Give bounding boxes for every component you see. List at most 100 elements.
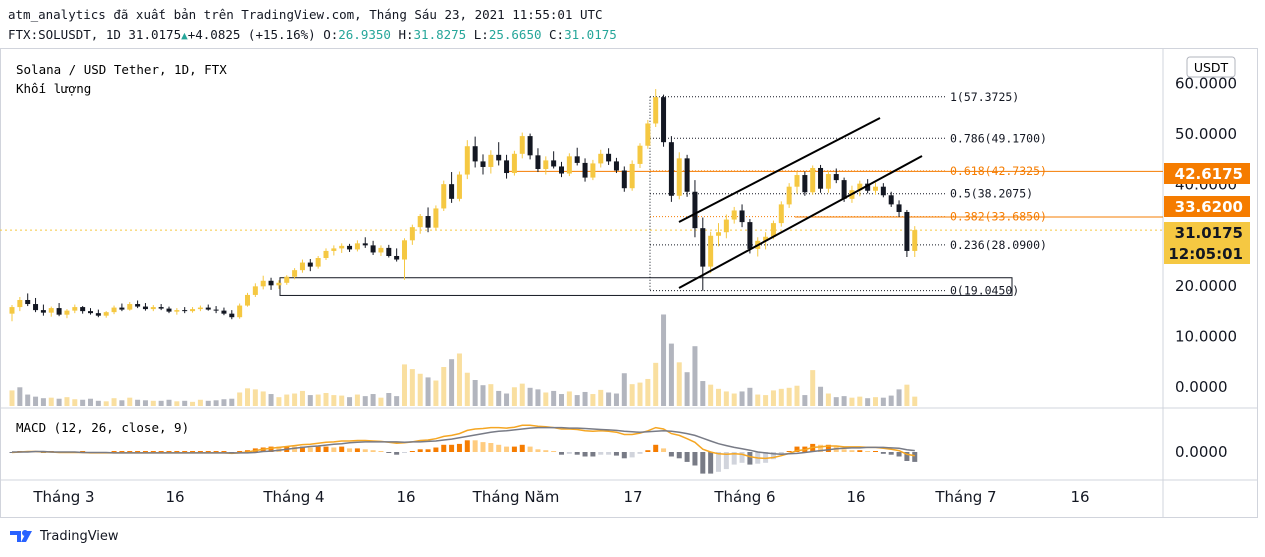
price-label-level: 33.6200 [1164, 196, 1250, 217]
macd-histogram-bar [488, 443, 494, 452]
candle [158, 304, 164, 311]
macd-histogram-bar [417, 449, 423, 452]
candle-body [621, 170, 627, 189]
macd-histogram-bar [370, 450, 376, 452]
candle [904, 209, 910, 258]
candle-body [606, 153, 612, 162]
candle [402, 238, 407, 280]
legend-macd: MACD (12, 26, close, 9) [16, 420, 189, 435]
volume-bar [708, 384, 714, 406]
fibonacci-retracement[interactable]: 1(57.3725) 0.786(49.1700) 0.618(42.7325) 0.… [649, 90, 1047, 298]
candle [370, 240, 376, 255]
candle [810, 165, 816, 195]
macd-histogram-bar [566, 452, 572, 454]
candle-body [527, 136, 533, 156]
volume-bar [668, 343, 674, 406]
candle-body [80, 307, 86, 312]
macd-histogram-bar [213, 451, 219, 452]
candle [331, 245, 337, 256]
macd-histogram-bar [142, 451, 148, 452]
volume-bar [111, 398, 117, 406]
candle-body [865, 183, 871, 191]
macd-histogram-bar [354, 448, 360, 452]
candle [197, 305, 203, 312]
macd-histogram-bar [378, 451, 384, 452]
volume-bar [17, 387, 23, 406]
macd-histogram-bar [598, 452, 604, 455]
candle-body [873, 186, 878, 191]
volume-bar [786, 387, 792, 406]
candle [511, 150, 517, 176]
candle [72, 304, 78, 314]
time-axis[interactable]: Tháng 3 16 Tháng 4 16 Tháng Năm 17 Tháng 6 16 Th… [32, 488, 1089, 506]
macd-histogram-bar [731, 452, 737, 465]
macd-histogram-bar [433, 447, 439, 452]
macd-histogram-bar [276, 446, 282, 452]
volume-bar [72, 399, 78, 406]
horizontal-levels[interactable] [0, 170, 1163, 296]
candle [629, 160, 635, 191]
time-tick-label: Tháng 4 [262, 488, 324, 506]
candle [637, 143, 643, 168]
trend-channel[interactable] [678, 117, 923, 289]
candle [315, 255, 321, 269]
candle [292, 268, 298, 280]
candle-body [833, 174, 839, 181]
candle-body [519, 136, 525, 154]
candle [64, 309, 70, 319]
macd-histogram-bar [590, 452, 596, 457]
volume-bar [535, 389, 541, 406]
volume-bar [252, 389, 258, 406]
volume-bar [621, 373, 627, 406]
volume-bar [770, 390, 776, 406]
macd-histogram-bar [621, 452, 627, 459]
candle-body [566, 156, 572, 174]
macd-histogram-bar [794, 446, 800, 452]
candle-body [480, 161, 486, 167]
macd-histogram-bar [456, 443, 462, 452]
candle-body [825, 174, 831, 189]
candle [166, 306, 172, 314]
candle [857, 180, 863, 197]
volume-bar [865, 398, 871, 406]
price-axis[interactable]: 60.000050.000040.000030.000020.000010.00… [1164, 75, 1250, 461]
volume-bar [747, 387, 753, 406]
candle-body [590, 163, 596, 178]
volume-bar [260, 391, 266, 406]
macd-histogram-bar [629, 452, 635, 458]
macd-histogram-bar [559, 452, 564, 455]
macd-histogram-bar [190, 451, 196, 452]
volume-bar [213, 400, 219, 406]
candle-body [190, 309, 196, 312]
macd-histogram-bar [299, 446, 305, 452]
volume-bar [354, 394, 360, 406]
candle-body [25, 299, 31, 305]
candle-body [802, 175, 808, 193]
candle-body [896, 204, 902, 212]
tradingview-logo[interactable]: TradingView [8, 528, 119, 544]
volume-bar [496, 390, 502, 406]
macd-histogram-bar [692, 452, 698, 466]
candle-body [354, 243, 360, 250]
macd-histogram-bar [661, 448, 667, 452]
candle-body [449, 184, 455, 199]
volume-bar [339, 395, 345, 406]
candle [747, 219, 753, 254]
volume-bar [449, 359, 455, 406]
candle-body [770, 223, 776, 237]
volume-bar [103, 401, 109, 406]
candle-body [33, 304, 39, 311]
volume-bar [205, 400, 211, 406]
candle [543, 156, 549, 175]
currency-button[interactable]: USDT [1186, 56, 1236, 78]
candle-body [237, 305, 243, 318]
volume-bar [331, 395, 337, 406]
volume-bar [221, 399, 227, 406]
candle-body [441, 184, 447, 209]
macd-histogram-bar [873, 451, 878, 452]
volume-bar [818, 386, 824, 406]
legend-volume: Khối lượng [16, 81, 91, 96]
macd-histogram-bar [818, 444, 824, 452]
candle-body [307, 262, 313, 267]
